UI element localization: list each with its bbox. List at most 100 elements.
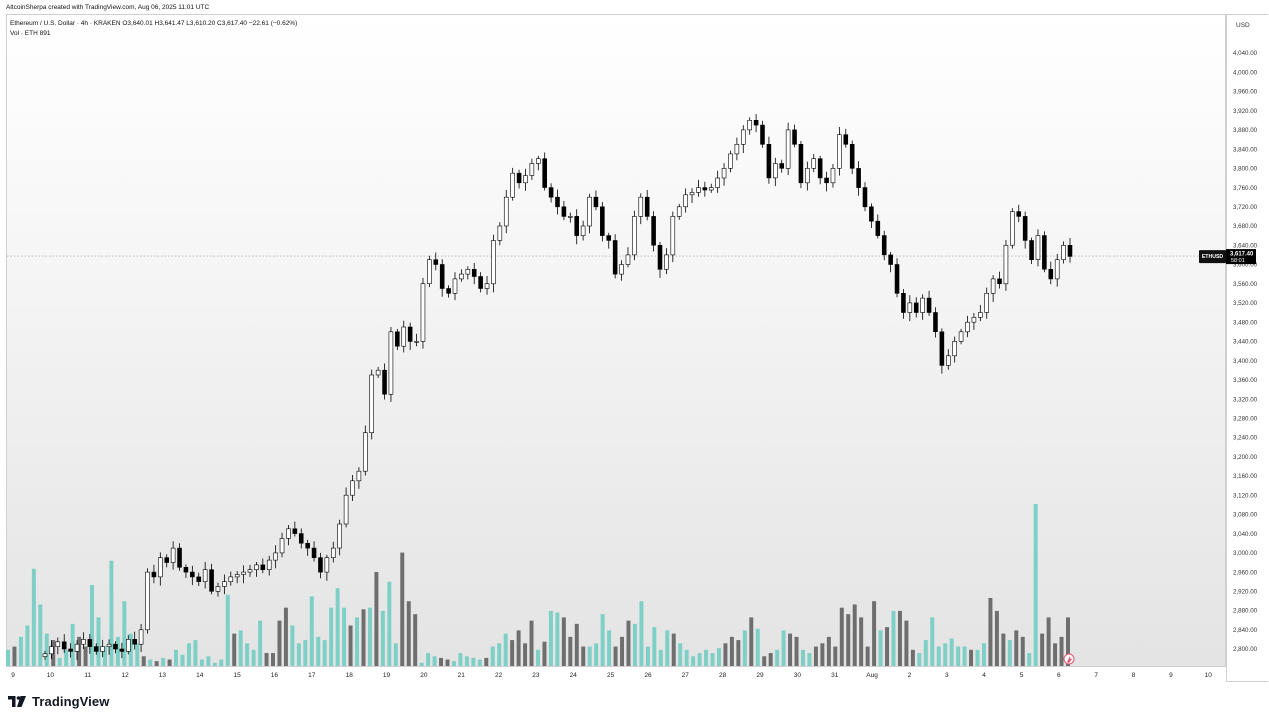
volume-bar (897, 610, 902, 666)
volume-bar (426, 653, 431, 666)
candle-up (484, 283, 490, 289)
candle-down (311, 547, 317, 558)
volume-bar (529, 620, 534, 666)
volume-bar (542, 641, 547, 666)
candle-up (619, 264, 624, 275)
currency-label[interactable]: USD (1236, 22, 1250, 29)
candle-down (926, 297, 932, 313)
candle-down (1067, 245, 1073, 257)
volume-bar (329, 607, 334, 666)
candle-up (920, 297, 925, 313)
volume-bar (678, 643, 683, 666)
volume-bar (548, 610, 553, 666)
candle-down (888, 254, 893, 265)
price-tick-label: 4,000.00 (1233, 69, 1258, 76)
price-tick-label: 3,600.00 (1233, 262, 1258, 269)
volume-bar (607, 630, 612, 666)
price-tick-label: 3,120.00 (1233, 492, 1258, 499)
volume-bar (193, 640, 198, 666)
candle-up (990, 278, 996, 294)
candle-down (875, 220, 881, 236)
candle-down (68, 648, 73, 652)
candle-up (978, 312, 983, 318)
price-tick-label: 3,040.00 (1233, 531, 1258, 538)
price-tick-label: 3,840.00 (1233, 146, 1258, 153)
brand-name: TradingView (32, 694, 110, 709)
candle-down (792, 129, 797, 145)
volume-bar (90, 585, 95, 666)
time-tick-label: 19 (383, 672, 391, 679)
candle-up (773, 163, 778, 179)
tradingview-logo-icon (8, 696, 26, 707)
volume-bar (1046, 617, 1051, 666)
volume-legend: Vol · ETH 891 (10, 30, 51, 37)
volume-bar (251, 649, 256, 666)
time-tick-label: 10 (1205, 672, 1213, 679)
candle-down (177, 547, 182, 568)
volume-bar (613, 646, 618, 666)
volume-bar (523, 643, 528, 666)
volume-bar (128, 633, 133, 666)
time-tick-label: 20 (420, 672, 428, 679)
time-tick-label: 23 (532, 672, 540, 679)
volume-bar (361, 609, 366, 666)
candle-down (606, 235, 612, 241)
time-tick-label: 30 (794, 672, 802, 679)
candle-up (676, 206, 682, 217)
volume-bar (374, 572, 379, 666)
price-tick-label: 3,960.00 (1233, 89, 1258, 96)
volume-bar (658, 649, 663, 666)
time-tick-label: 8 (1132, 672, 1136, 679)
candle-up (158, 557, 163, 578)
volume-bar (581, 646, 586, 666)
volume-bar (471, 657, 476, 666)
candle-up (170, 547, 176, 563)
candle-up (363, 432, 368, 472)
candle-up (491, 240, 496, 285)
candle-up (234, 574, 240, 578)
volume-bar (380, 610, 385, 666)
candle-up (632, 216, 637, 256)
time-tick-label: 17 (308, 672, 316, 679)
candle-up (414, 341, 419, 343)
price-tick-label: 3,200.00 (1233, 454, 1258, 461)
candle-up (452, 278, 458, 294)
volume-bar (626, 620, 631, 666)
price-tick-label: 3,240.00 (1233, 435, 1258, 442)
volume-bar (38, 604, 43, 666)
volume-bar (1027, 653, 1032, 666)
volume-bar (510, 640, 515, 666)
candle-down (702, 187, 708, 191)
volume-bar (1033, 504, 1038, 666)
volume-bar (6, 649, 10, 666)
price-axis[interactable] (1226, 14, 1268, 682)
candle-up (952, 341, 957, 357)
candle-up (330, 547, 336, 558)
volume-bar (232, 633, 237, 666)
volume-bar (219, 659, 224, 666)
volume-bar (1053, 643, 1058, 666)
volume-bar (342, 607, 347, 666)
volume-bar (212, 662, 217, 666)
candle-up (523, 175, 528, 184)
candle-down (843, 134, 849, 145)
volume-bar (303, 640, 308, 666)
candle-up (740, 129, 746, 145)
price-tick-label: 2,840.00 (1233, 627, 1258, 634)
volume-bar (917, 653, 922, 666)
candle-up (664, 254, 669, 270)
price-tick-label: 3,520.00 (1233, 300, 1258, 307)
volume-bar (439, 657, 444, 666)
candle-down (439, 264, 445, 289)
candle-up (984, 292, 989, 313)
candle-up (100, 646, 105, 652)
candle-up (254, 564, 259, 571)
volume-bar (413, 614, 418, 666)
time-axis[interactable] (6, 666, 1226, 682)
candle-up (1010, 211, 1015, 246)
candle-up (273, 552, 278, 561)
candle-up (638, 196, 644, 217)
author-line: AltcoinSherpa created with TradingView.c… (6, 4, 210, 11)
volume-bar (335, 588, 340, 666)
